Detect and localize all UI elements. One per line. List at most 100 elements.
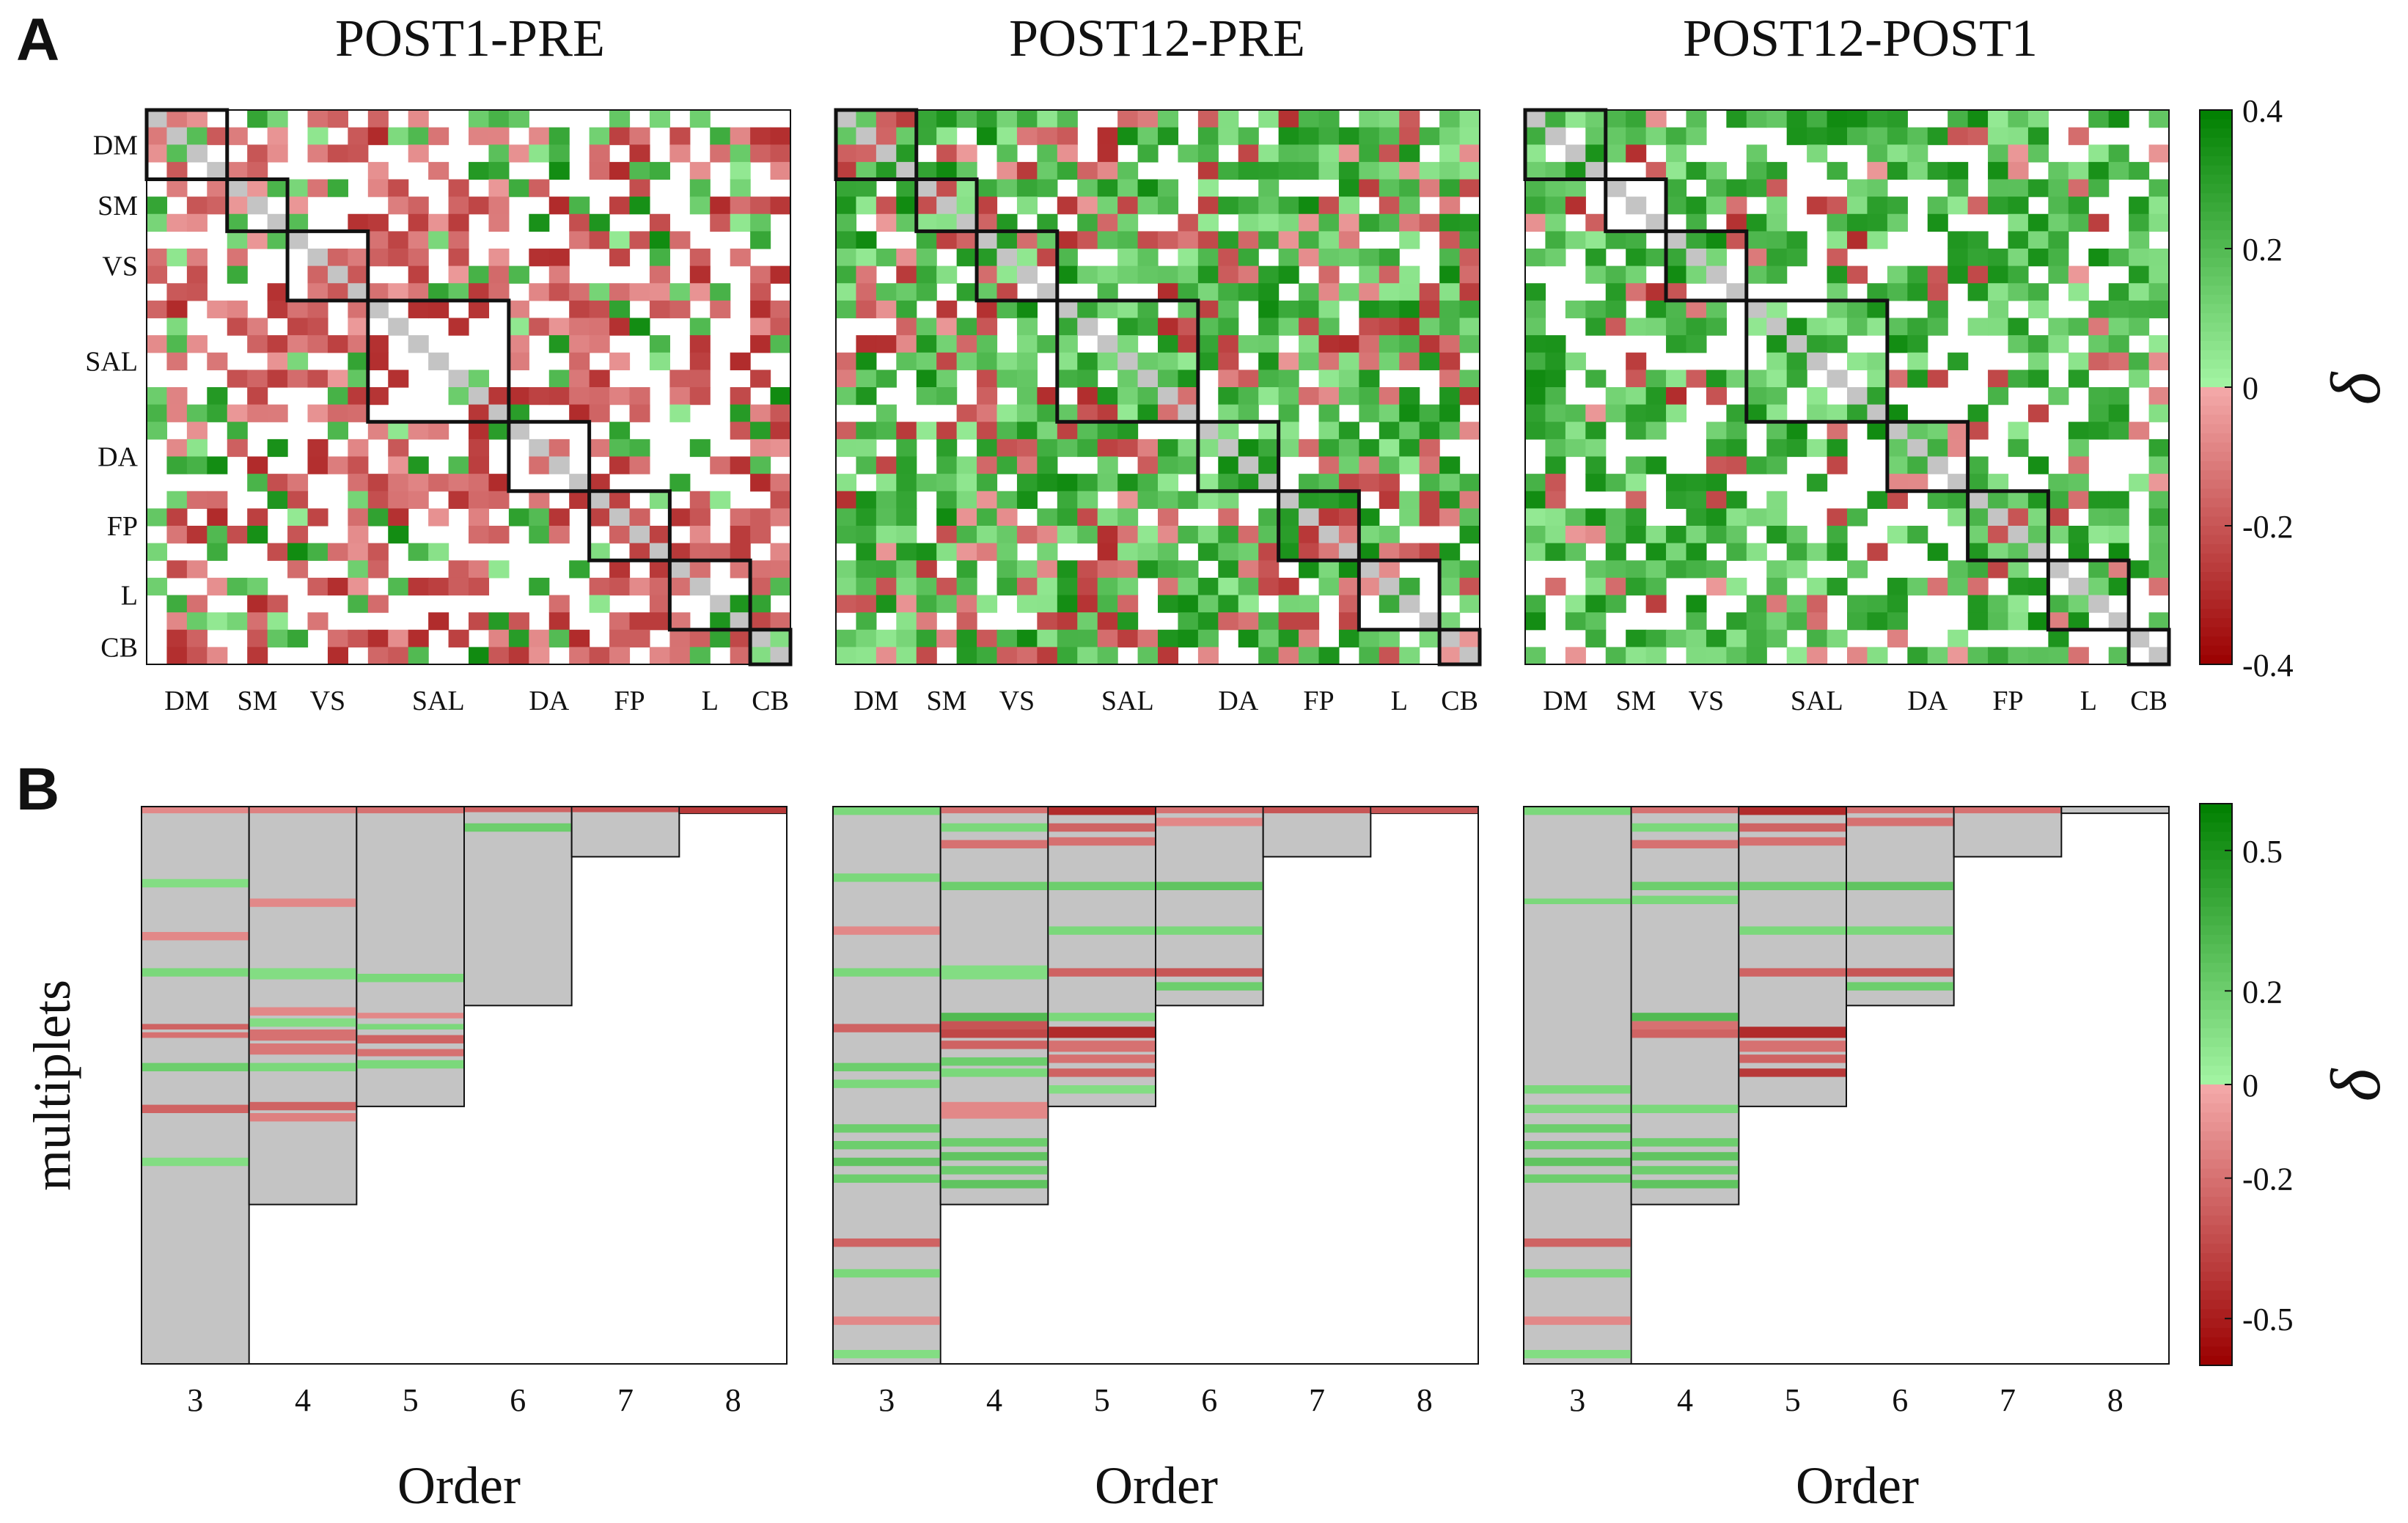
matrix-cell bbox=[649, 249, 670, 267]
matrix-cell bbox=[2108, 526, 2129, 544]
matrix-cell bbox=[267, 352, 288, 370]
matrix-cell bbox=[367, 213, 389, 232]
matrix-cell bbox=[710, 491, 731, 509]
matrix-cell bbox=[836, 144, 857, 163]
matrix-cell bbox=[1967, 595, 1989, 613]
matrix-cell bbox=[956, 213, 977, 232]
matrix-cell bbox=[469, 197, 490, 215]
matrix-cell bbox=[2048, 231, 2069, 249]
matrix-cell bbox=[730, 629, 751, 647]
matrix-cell bbox=[730, 127, 751, 145]
matrix-cell bbox=[1827, 456, 1848, 474]
matrix-cell bbox=[896, 526, 917, 544]
matrix-cell bbox=[2088, 352, 2110, 370]
matrix-cell bbox=[207, 491, 228, 509]
matrix-cell bbox=[1419, 508, 1440, 526]
matrix-cell bbox=[267, 283, 288, 301]
matrix-cell bbox=[1338, 161, 1359, 180]
matrix-cell bbox=[649, 595, 670, 613]
matrix-cell bbox=[836, 161, 857, 180]
matrix-cell bbox=[1338, 526, 1359, 544]
matrix-cell bbox=[569, 300, 590, 319]
colorbar-tick-label: 0 bbox=[2242, 370, 2258, 406]
colorbar-swatch bbox=[2200, 414, 2232, 425]
matrix-cell bbox=[1867, 370, 1888, 388]
matrix-cell bbox=[469, 265, 490, 284]
matrix-cell bbox=[936, 110, 958, 128]
matrix-cell bbox=[1686, 161, 1707, 180]
matrix-cell bbox=[996, 265, 1018, 284]
matrix-cell bbox=[770, 127, 791, 145]
matrix-cell bbox=[1097, 526, 1118, 544]
matrix-cell bbox=[2068, 265, 2089, 284]
matrix-cell bbox=[247, 370, 268, 388]
matrix-cell bbox=[1419, 300, 1440, 319]
matrix-cell bbox=[589, 231, 610, 249]
matrix-cell bbox=[936, 335, 958, 353]
matrix-cell bbox=[669, 283, 691, 301]
matrix-cell bbox=[1525, 127, 1546, 145]
matrix-cell bbox=[856, 560, 877, 579]
matrix-cell bbox=[1545, 438, 1566, 458]
matrix-cell bbox=[166, 335, 188, 353]
colorbar-swatch bbox=[2200, 249, 2232, 259]
matrix-cell bbox=[896, 508, 917, 526]
matrix-cell bbox=[2108, 647, 2129, 665]
multiplet-band bbox=[941, 840, 1048, 848]
multiplet-band bbox=[1631, 881, 1739, 890]
matrix-cell bbox=[589, 144, 610, 163]
matrix-cell bbox=[1399, 595, 1420, 613]
matrix-cell bbox=[856, 438, 877, 458]
matrix-cell bbox=[207, 161, 228, 180]
matrix-cell bbox=[548, 438, 570, 458]
matrix-cell bbox=[876, 144, 897, 163]
matrix-cell bbox=[1318, 144, 1340, 163]
colorbar-swatch bbox=[2200, 981, 2232, 992]
matrix-cell bbox=[1967, 404, 1989, 422]
matrix-cell bbox=[936, 179, 958, 197]
matrix-cell bbox=[1299, 629, 1320, 647]
panel-a-letter: A bbox=[16, 7, 59, 73]
matrix-cell bbox=[448, 249, 469, 267]
matrix-cell bbox=[916, 647, 937, 665]
matrix-cell bbox=[186, 647, 208, 665]
matrix-cell bbox=[1907, 161, 1928, 180]
matrix-cell bbox=[529, 491, 550, 509]
order-column bbox=[1953, 806, 2063, 858]
matrix-cell bbox=[1218, 283, 1239, 301]
order-tick-label: 8 bbox=[1417, 1382, 1433, 1418]
matrix-cell bbox=[1525, 387, 1546, 405]
matrix-cell bbox=[916, 335, 937, 353]
matrix-cell bbox=[1626, 491, 1647, 509]
colorbar-swatch bbox=[2200, 1065, 2232, 1076]
matrix-cell bbox=[856, 456, 877, 474]
matrix-cell bbox=[1178, 213, 1199, 232]
matrix-cell bbox=[996, 127, 1018, 145]
matrix-cell bbox=[2129, 560, 2150, 579]
matrix-cell bbox=[1948, 127, 1969, 145]
matrix-cell bbox=[307, 144, 328, 163]
matrix-cell bbox=[1686, 595, 1707, 613]
matrix-cell bbox=[408, 335, 429, 353]
matrix-cell bbox=[936, 577, 958, 596]
matrix-cell bbox=[1338, 213, 1359, 232]
matrix-cell bbox=[1605, 265, 1626, 284]
matrix-cell bbox=[689, 370, 711, 388]
matrix-cell bbox=[1585, 127, 1607, 145]
multiplet-band bbox=[357, 807, 463, 814]
matrix-cell bbox=[1706, 438, 1727, 458]
matrix-cell bbox=[2129, 161, 2150, 180]
matrix-cell bbox=[1626, 387, 1647, 405]
matrix-cell bbox=[750, 422, 771, 440]
matrix-cell bbox=[469, 577, 490, 596]
matrix-cell bbox=[1645, 560, 1667, 579]
network-block-outline bbox=[1604, 177, 1668, 233]
matrix-cell bbox=[1137, 352, 1159, 370]
matrix-cell bbox=[1117, 370, 1139, 388]
colorbar-swatch bbox=[2200, 553, 2232, 564]
matrix-cell bbox=[488, 647, 510, 665]
matrix-cell bbox=[186, 612, 208, 631]
matrix-cell bbox=[2048, 179, 2069, 197]
matrix-cell bbox=[649, 335, 670, 353]
matrix-cell bbox=[1379, 335, 1400, 353]
